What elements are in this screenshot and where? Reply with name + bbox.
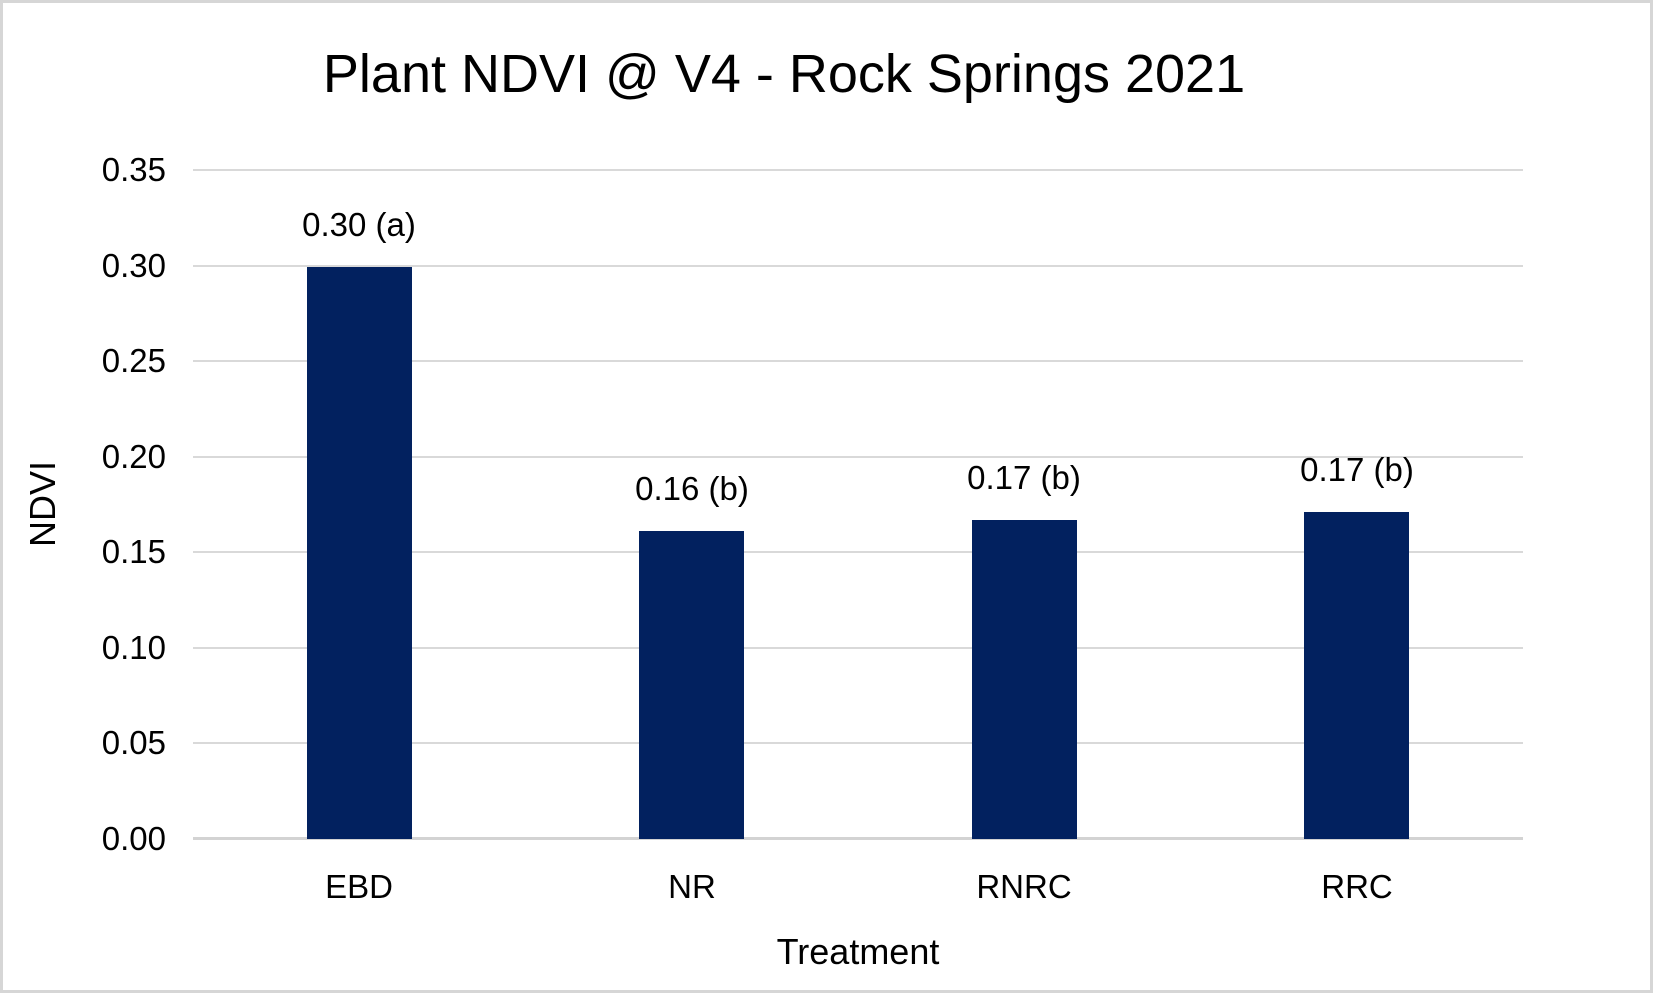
x-tick-label-rrc: RRC <box>1321 868 1393 905</box>
gridline <box>193 264 1523 267</box>
y-tick-label: 0.00 <box>101 820 166 857</box>
y-tick-label: 0.20 <box>101 437 166 475</box>
gridline <box>193 360 1523 363</box>
bar-nr <box>639 531 744 839</box>
bar-rnrc <box>972 520 1077 839</box>
bar-value-label-rrc: 0.17 (b) <box>1300 451 1414 488</box>
bar-ebd <box>307 267 412 839</box>
bar-value-label-rnrc: 0.17 (b) <box>967 459 1081 496</box>
gridline <box>193 169 1523 171</box>
gridline <box>193 742 1523 745</box>
y-tick-label: 0.05 <box>101 724 166 762</box>
y-tick-label: 0.15 <box>101 533 166 571</box>
y-tick-label: 0.30 <box>101 246 166 284</box>
y-tick-label: 0.10 <box>101 628 166 666</box>
gridline <box>193 455 1523 458</box>
bar-rrc <box>1304 512 1409 839</box>
y-tick-label: 0.35 <box>101 151 166 188</box>
x-tick-label-nr: NR <box>668 868 716 905</box>
y-tick-label: 0.25 <box>101 342 166 380</box>
x-axis-line <box>193 837 1523 840</box>
bar-value-label-nr: 0.16 (b) <box>635 470 749 507</box>
x-tick-label-ebd: EBD <box>325 868 393 905</box>
chart-title: Plant NDVI @ V4 - Rock Springs 2021 <box>322 44 1246 104</box>
bar-value-label-ebd: 0.30 (a) <box>302 206 416 243</box>
gridline <box>193 646 1523 649</box>
gridline <box>193 551 1523 554</box>
x-tick-label-rnrc: RNRC <box>976 868 1072 905</box>
x-axis-title: Treatment <box>776 931 940 972</box>
